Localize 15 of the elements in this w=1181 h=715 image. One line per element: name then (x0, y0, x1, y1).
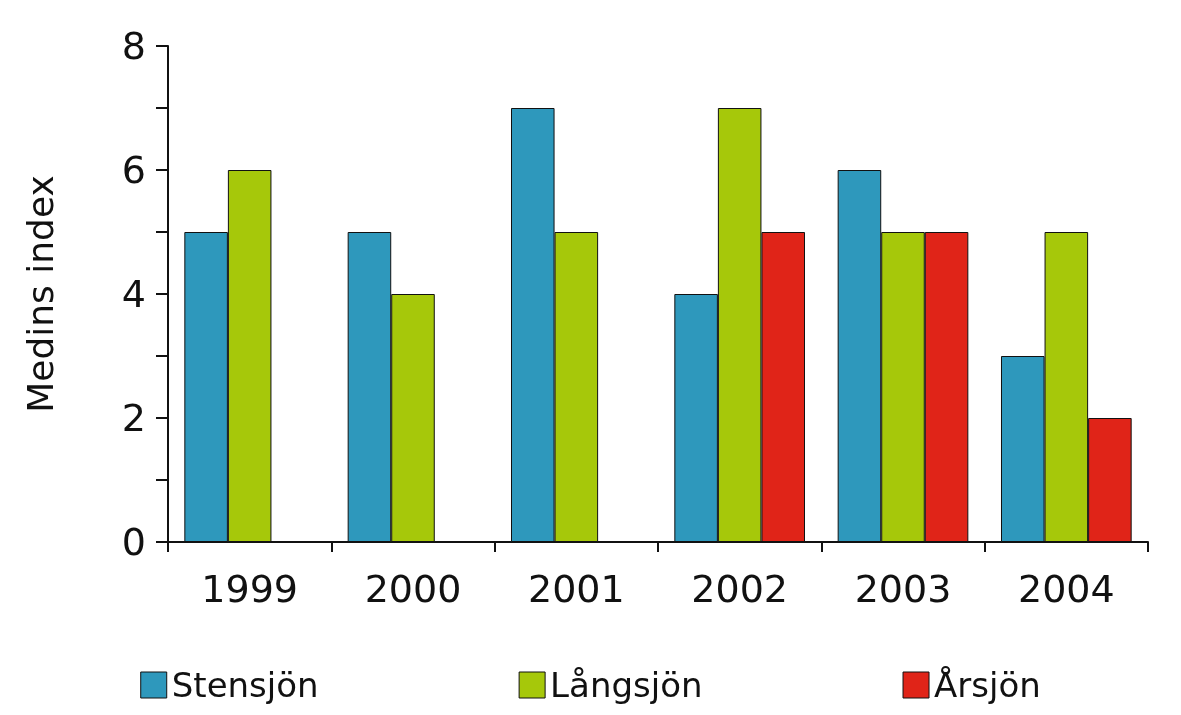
y-axis-title: Medins index (19, 175, 61, 413)
x-tick-label: 2002 (691, 567, 789, 611)
x-tick-label: 1999 (201, 567, 299, 611)
x-tick-label: 2003 (854, 567, 952, 611)
legend-label: Årsjön (934, 665, 1041, 705)
y-tick-label: 8 (121, 24, 146, 68)
x-tick-label: 2001 (527, 567, 625, 611)
legend-label: Stensjön (171, 665, 319, 705)
legend-label: Långsjön (550, 665, 703, 705)
y-tick-label: 0 (121, 520, 146, 564)
x-tick-label: 2004 (1017, 567, 1115, 611)
y-tick-label: 4 (121, 272, 146, 316)
x-tick-label: 2000 (364, 567, 462, 611)
y-tick-label: 6 (121, 148, 146, 192)
y-tick-label: 2 (121, 396, 146, 440)
